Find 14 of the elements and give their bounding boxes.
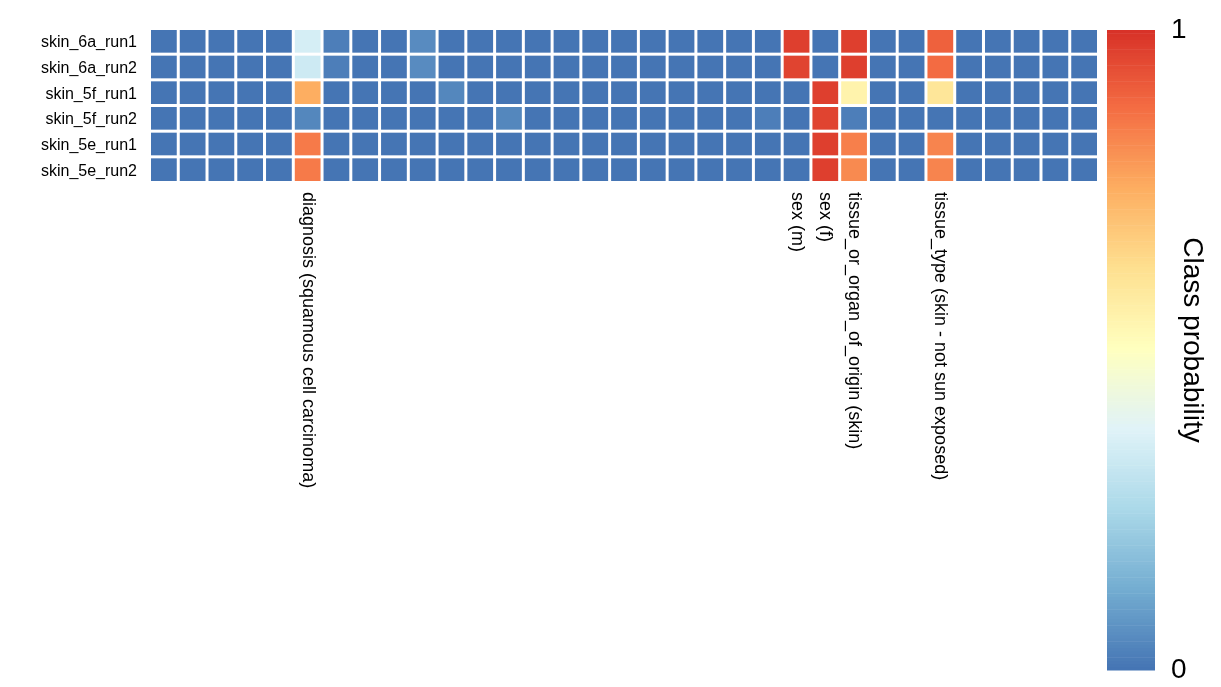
color-bar-label: 0 bbox=[1171, 652, 1187, 684]
color-bar-label: 1 bbox=[1171, 12, 1187, 44]
color-bar-title: Class probability bbox=[1178, 237, 1210, 443]
x-tick-label: tissue_or_organ_of_origin (skin) bbox=[844, 192, 866, 450]
y-tick-label: skin_5e_run1 bbox=[40, 135, 138, 154]
x-tick-label: sex (f) bbox=[816, 192, 837, 243]
x-tick-label: tissue_type (skin - not sun exposed) bbox=[930, 192, 952, 481]
y-tick-label: skin_5f_run2 bbox=[45, 110, 138, 129]
y-tick-label: skin_5e_run2 bbox=[40, 161, 138, 180]
y-tick-label: skin_5f_run1 bbox=[45, 84, 138, 103]
x-tick-label: diagnosis (squamous cell carcinoma) bbox=[298, 192, 319, 489]
x-tick-label: sex (m) bbox=[787, 192, 808, 252]
y-tick-label: skin_6a_run2 bbox=[40, 58, 138, 77]
y-tick-label: skin_6a_run1 bbox=[40, 33, 138, 52]
